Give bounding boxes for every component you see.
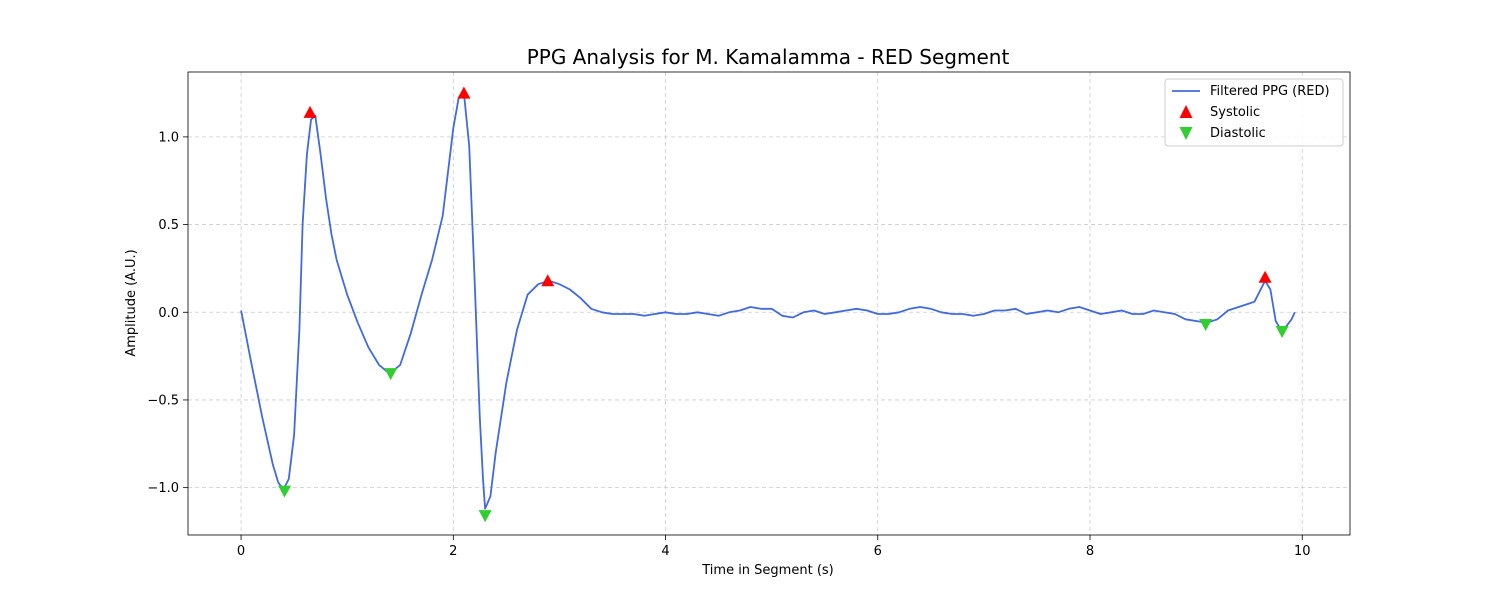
y-tick-label: 1.0 [158,130,179,145]
systolic-marker [541,274,555,287]
x-tick-label: 0 [237,544,245,559]
legend: Filtered PPG (RED) Systolic Diastolic [1164,78,1344,147]
y-tick-label: 0.5 [158,218,179,233]
y-axis-ticks: −1.0 −0.5 0.0 0.5 1.0 [147,130,188,496]
plot-frame [187,71,1351,536]
diastolic-marker [1275,326,1289,339]
diastolic-marker [478,510,492,523]
legend-label-systolic: Systolic [1210,105,1260,120]
systolic-marker [457,86,471,99]
y-axis-label: Amplitude (A.U.) [124,249,139,356]
x-axis-ticks: 0 2 4 6 8 10 [237,535,1311,559]
grid-lines [188,72,1350,535]
legend-box [1164,78,1344,147]
diastolic-marker [1199,319,1213,332]
chart-title: PPG Analysis for M. Kamalamma - RED Segm… [527,45,1010,69]
x-tick-label: 6 [874,544,882,559]
legend-swatch-diastolic [1179,127,1193,140]
series-line-filtered-ppg [240,92,1296,510]
legend-label-filtered-ppg: Filtered PPG (RED) [1210,84,1330,99]
y-tick-label: 0.0 [158,306,179,321]
x-tick-label: 10 [1294,544,1311,559]
diastolic-marker [278,485,292,498]
systolic-marker [303,105,317,118]
legend-swatch-systolic [1179,105,1193,118]
y-tick-label: −1.0 [147,481,179,496]
x-tick-label: 8 [1086,544,1094,559]
systolic-marker [1258,270,1272,283]
diastolic-marker [384,368,398,381]
y-tick-label: −0.5 [147,393,179,408]
systolic-markers [303,86,1272,287]
x-axis-label: Time in Segment (s) [701,563,833,578]
diastolic-markers [278,319,1289,523]
x-tick-label: 2 [449,544,457,559]
plot-area [240,86,1296,523]
legend-label-diastolic: Diastolic [1210,126,1266,141]
x-tick-label: 4 [661,544,669,559]
